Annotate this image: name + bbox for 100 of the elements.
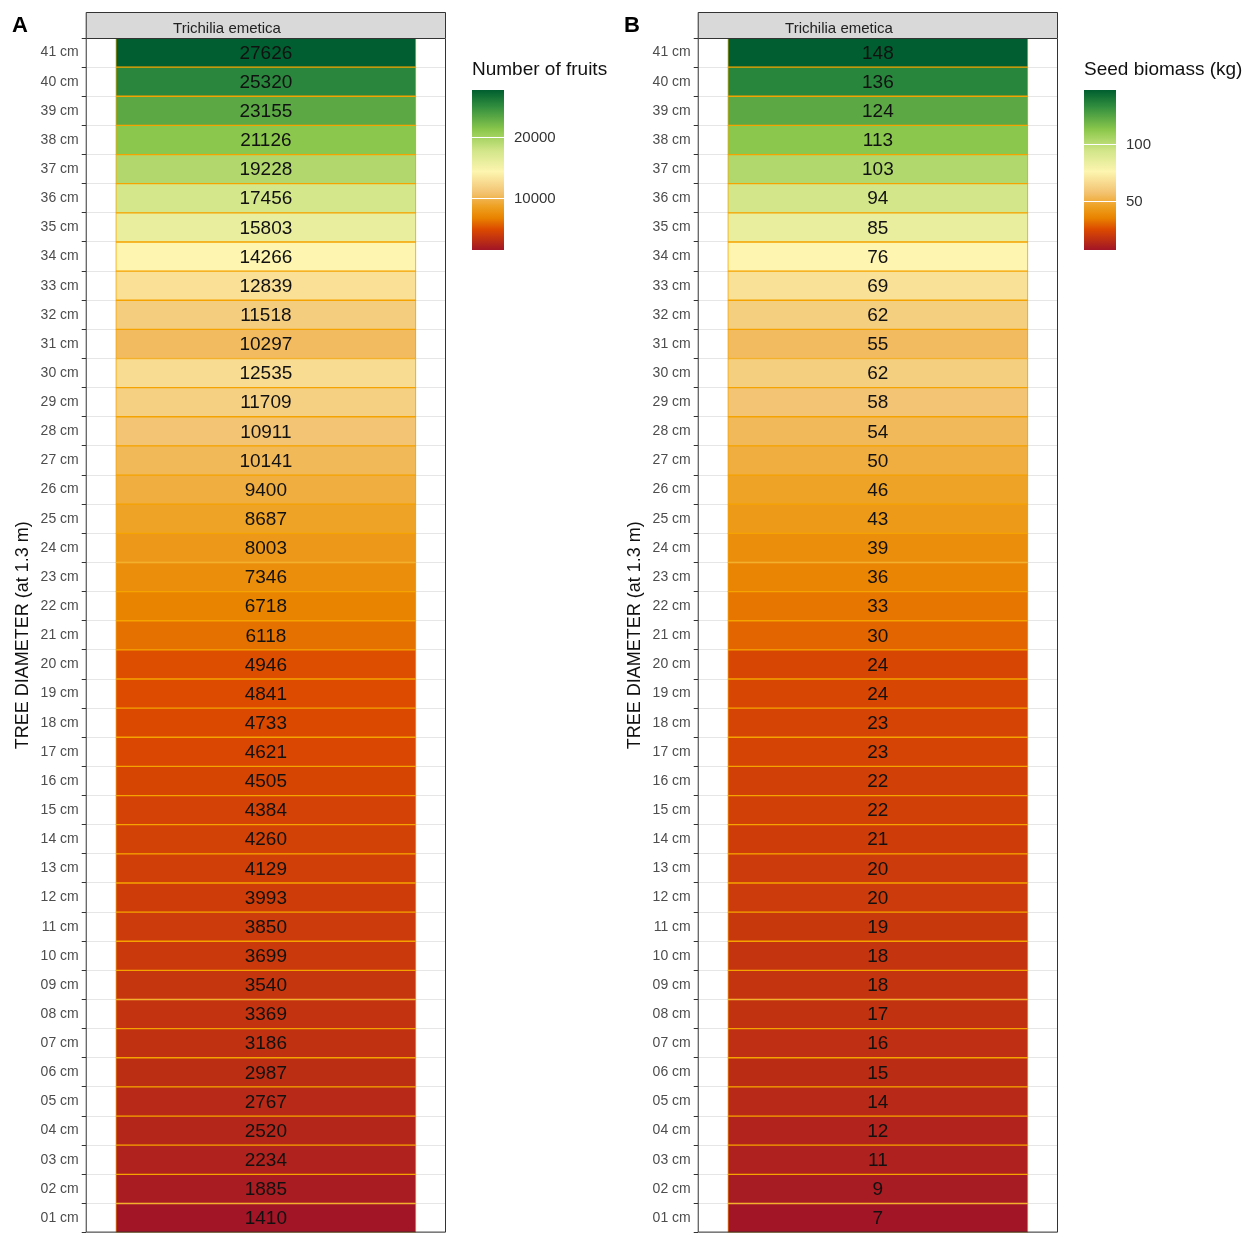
data-label: 23155 bbox=[239, 100, 293, 122]
y-tick-label: 12 cm bbox=[40, 888, 79, 905]
y-tick-label: 03 cm bbox=[40, 1150, 79, 1167]
data-label: 4384 bbox=[244, 799, 288, 821]
y-tick-label: 27 cm bbox=[652, 451, 691, 468]
data-label: 136 bbox=[862, 70, 894, 92]
data-label: 3850 bbox=[244, 915, 287, 937]
y-tick-label: 22 cm bbox=[652, 597, 691, 614]
data-label: 2767 bbox=[244, 1090, 287, 1112]
data-label: 12 bbox=[867, 1119, 889, 1141]
y-tick-label: 13 cm bbox=[40, 859, 79, 876]
y-tick-label: 39 cm bbox=[652, 101, 691, 118]
data-label: 15 bbox=[867, 1061, 889, 1083]
data-label: 4946 bbox=[244, 653, 287, 675]
data-label: 24 bbox=[867, 653, 889, 675]
y-tick-label: 17 cm bbox=[652, 742, 691, 759]
data-label: 2520 bbox=[244, 1119, 287, 1141]
y-tick-label: 36 cm bbox=[40, 189, 79, 206]
data-label: 6118 bbox=[245, 624, 287, 646]
data-label: 14 bbox=[867, 1090, 889, 1112]
data-label: 1410 bbox=[244, 1207, 287, 1229]
data-label: 15803 bbox=[239, 216, 293, 238]
data-label: 18 bbox=[867, 974, 889, 996]
y-tick-label: 04 cm bbox=[40, 1121, 79, 1138]
y-tick-label: 34 cm bbox=[652, 247, 691, 264]
y-tick-label: 23 cm bbox=[652, 567, 691, 584]
data-label: 124 bbox=[862, 100, 895, 122]
y-tick-label: 20 cm bbox=[652, 655, 691, 672]
data-label: 11 bbox=[867, 1148, 888, 1170]
y-tick-label: 13 cm bbox=[652, 859, 691, 876]
y-tick-label: 28 cm bbox=[652, 422, 691, 439]
y-tick-label: 30 cm bbox=[652, 363, 691, 380]
data-label: 11709 bbox=[240, 391, 292, 413]
y-tick-label: 41 cm bbox=[40, 43, 79, 60]
data-label: 17 bbox=[867, 1003, 889, 1025]
y-tick-label: 26 cm bbox=[652, 480, 691, 497]
data-label: 30 bbox=[867, 624, 889, 646]
y-tick-label: 17 cm bbox=[40, 742, 79, 759]
y-tick-label: 23 cm bbox=[40, 567, 79, 584]
data-label: 3540 bbox=[244, 974, 287, 996]
data-label: 17456 bbox=[239, 187, 293, 209]
y-tick-label: 19 cm bbox=[652, 684, 691, 701]
y-tick-label: 03 cm bbox=[652, 1150, 691, 1167]
data-label: 58 bbox=[867, 391, 889, 413]
y-tick-label: 09 cm bbox=[652, 975, 691, 992]
y-tick-label: 35 cm bbox=[40, 218, 79, 235]
y-tick-label: 28 cm bbox=[40, 422, 79, 439]
data-label: 12839 bbox=[239, 274, 293, 296]
color-bar-title: Number of fruits bbox=[472, 58, 609, 80]
y-tick-label: 34 cm bbox=[40, 247, 79, 264]
y-tick-label: 32 cm bbox=[652, 305, 691, 322]
data-label: 4260 bbox=[244, 828, 287, 850]
y-tick-label: 30 cm bbox=[40, 363, 79, 380]
y-tick-label: 32 cm bbox=[40, 305, 79, 322]
data-label: 62 bbox=[867, 362, 889, 384]
y-tick-label: 33 cm bbox=[40, 276, 79, 293]
y-tick-label: 24 cm bbox=[652, 538, 691, 555]
y-tick-label: 06 cm bbox=[652, 1063, 691, 1080]
data-label: 2987 bbox=[244, 1061, 287, 1083]
y-tick-label: 08 cm bbox=[40, 1004, 79, 1021]
y-tick-label: 14 cm bbox=[652, 830, 691, 847]
y-tick-label: 11 cm bbox=[653, 917, 691, 934]
y-tick-label: 18 cm bbox=[40, 713, 79, 730]
y-tick-label: 21 cm bbox=[652, 626, 691, 643]
data-label: 9 bbox=[872, 1178, 884, 1200]
data-label: 10297 bbox=[239, 333, 293, 355]
data-label: 94 bbox=[867, 187, 889, 209]
data-label: 16 bbox=[867, 1032, 889, 1054]
color-bar-title: Seed biomass (kg) bbox=[1084, 58, 1243, 80]
data-label: 62 bbox=[867, 304, 889, 326]
color-bar-label: 100 bbox=[1126, 135, 1152, 154]
data-label: 43 bbox=[867, 507, 889, 529]
data-label: 19 bbox=[867, 915, 889, 937]
chart-title: Trichilia emetica bbox=[173, 19, 282, 37]
y-tick-label: 07 cm bbox=[40, 1034, 79, 1051]
y-tick-label: 20 cm bbox=[40, 655, 79, 672]
y-tick-label: 09 cm bbox=[40, 975, 79, 992]
data-label: 21 bbox=[867, 828, 889, 850]
data-label: 20 bbox=[867, 886, 889, 908]
y-tick-label: 29 cm bbox=[652, 393, 691, 410]
data-label: 10911 bbox=[240, 420, 292, 442]
y-tick-label: 18 cm bbox=[652, 713, 691, 730]
text: B bbox=[624, 12, 640, 38]
data-label: 3369 bbox=[244, 1003, 287, 1025]
y-tick-label: 38 cm bbox=[652, 130, 691, 147]
data-label: 23 bbox=[867, 711, 889, 733]
y-tick-label: 10 cm bbox=[40, 946, 79, 963]
y-tick-label: 16 cm bbox=[652, 771, 691, 788]
y-tick-label: 24 cm bbox=[40, 538, 79, 555]
data-label: 6718 bbox=[244, 595, 287, 617]
y-tick-label: 36 cm bbox=[652, 189, 691, 206]
y-tick-label: 06 cm bbox=[40, 1063, 79, 1080]
data-label: 85 bbox=[867, 216, 889, 238]
data-label: 113 bbox=[862, 129, 894, 151]
data-label: 4733 bbox=[244, 711, 287, 733]
data-label: 4129 bbox=[244, 857, 287, 879]
y-tick-label: 14 cm bbox=[40, 830, 79, 847]
data-label: 4505 bbox=[244, 770, 287, 792]
y-tick-label: 38 cm bbox=[40, 130, 79, 147]
data-label: 8003 bbox=[244, 537, 287, 559]
